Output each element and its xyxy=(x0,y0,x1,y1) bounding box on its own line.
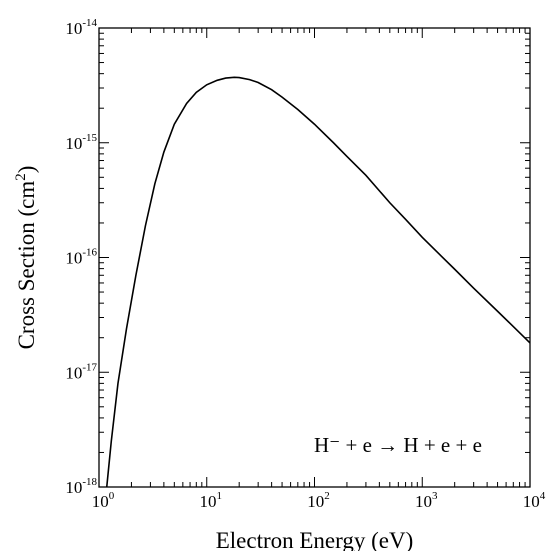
x-tick-label: 101 xyxy=(200,490,223,511)
plot-frame xyxy=(98,27,531,488)
y-tick-label: 10-14 xyxy=(65,17,97,38)
tick-labels: 100 101 102 103 104 10-18 10-17 10-16 10-15 10-14 xyxy=(65,17,545,511)
axis-ticks xyxy=(98,27,531,488)
y-tick-label: 10-15 xyxy=(65,132,97,153)
x-tick-label: 102 xyxy=(307,490,330,511)
x-axis-label: Electron Energy (eV) xyxy=(216,528,414,551)
series-line xyxy=(105,76,531,488)
x-tick-label: 103 xyxy=(415,490,438,511)
y-tick-label: 10-18 xyxy=(65,476,97,497)
y-axis-label: Cross Section (cm2) xyxy=(13,166,39,350)
reaction-annotation: H⁻ + e → H + e + e xyxy=(314,433,482,457)
y-tick-label: 10-17 xyxy=(65,361,97,382)
y-tick-label: 10-16 xyxy=(65,247,97,268)
x-tick-label: 100 xyxy=(92,490,115,511)
x-tick-label: 104 xyxy=(523,490,546,511)
